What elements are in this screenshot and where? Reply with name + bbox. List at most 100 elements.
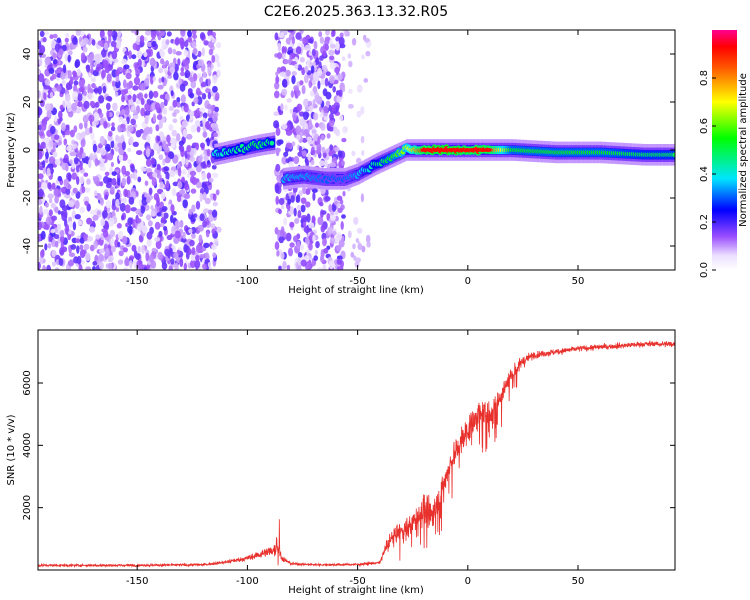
spectrogram-noise-cell [165, 171, 170, 181]
spectrogram-noise-cell [40, 99, 45, 107]
spectrogram-noise-cell [130, 164, 135, 173]
spectrogram-noise-cell [121, 165, 127, 175]
spectrogram-noise-cell [122, 247, 128, 253]
spectrogram-noise-cell [348, 103, 354, 109]
spectrogram-noise-cell [149, 57, 156, 67]
spectrogram-noise-cell [322, 263, 327, 270]
spectrogram-noise-cell [89, 152, 94, 161]
spectrogram-noise-cell [59, 229, 65, 237]
spectrogram-noise-cell [302, 137, 308, 143]
spectrogram-noise-cell [170, 90, 174, 97]
spectrogram-noise-cell [152, 90, 159, 98]
spectrogram-noise-cell [278, 139, 284, 145]
spectrogram-noise-cell [161, 206, 168, 212]
spectrogram-noise-cell [137, 264, 144, 270]
spectrogram-noise-cell [300, 259, 307, 267]
spectrogram-noise-cell [132, 85, 139, 91]
colorbar-tick-label: 0.8 [699, 70, 710, 86]
spectrogram-noise-cell [144, 117, 149, 125]
spectrogram-noise-cell [126, 82, 132, 90]
spectrogram-noise-cell [355, 238, 360, 243]
spectrogram-ytick-label: 0 [22, 147, 33, 153]
spectrogram-noise-cell [328, 204, 333, 212]
spectrogram-noise-cell [275, 195, 280, 205]
spectrogram-noise-cell [159, 222, 165, 228]
spectrogram-noise-cell [81, 186, 86, 194]
spectrogram-noise-cell [281, 88, 288, 96]
spectrogram-noise-cell [71, 172, 77, 180]
spectrogram-noise-cell [57, 210, 62, 215]
spectrogram-noise-cell [40, 249, 45, 258]
spectrogram-noise-cell [313, 40, 318, 50]
spectrogram-noise-cell [87, 236, 94, 242]
spectrogram-noise-cell [301, 150, 307, 157]
spectrogram-ytick-label: -20 [22, 190, 33, 206]
spectrogram-noise-cell [68, 200, 75, 208]
snr-xtick-label: 50 [572, 576, 585, 587]
colorbar-tick-label: 0.4 [699, 166, 710, 182]
spectrogram-noise-cell [145, 158, 152, 167]
spectrogram-noise-cell [144, 77, 150, 87]
spectrogram-noise-cell [72, 143, 78, 150]
spectrogram-noise-cell [161, 38, 166, 48]
spectrogram-noise-cell [171, 188, 177, 197]
spectrogram-noise-cell [318, 160, 326, 167]
spectrogram-noise-cell [77, 220, 83, 226]
spectrogram-noise-cell [322, 238, 327, 247]
spectrogram-noise-cell [150, 260, 157, 269]
spectrogram-noise-cell [75, 134, 80, 140]
spectrogram-noise-cell [127, 94, 132, 100]
spectrogram-noise-cell [121, 153, 128, 161]
spectrogram-noise-cell [294, 63, 299, 70]
spectrogram-noise-cell [42, 166, 47, 175]
spectrogram-noise-cell [100, 218, 106, 227]
spectrogram-noise-cell [99, 112, 104, 119]
spectrogram-noise-cell [42, 160, 46, 169]
spectrogram-noise-cell [156, 114, 163, 121]
spectrogram-noise-cell [299, 119, 304, 126]
spectrogram-noise-cell [326, 133, 331, 139]
spectrogram-noise-cell [203, 40, 209, 46]
spectrogram-noise-cell [40, 122, 47, 131]
spectrogram-noise-cell [168, 124, 174, 131]
spectrogram-noise-cell [280, 204, 285, 210]
spectrogram-noise-cell [212, 252, 217, 258]
spectrogram-noise-cell [341, 214, 346, 219]
spectrogram-noise-cell [216, 61, 221, 68]
colorbar-label: Normalized spectral amplitude [738, 73, 749, 227]
spectrogram-noise-cell [294, 218, 300, 224]
spectrogram-noise-cell [95, 101, 100, 108]
spectrogram-noise-cell [288, 161, 295, 169]
spectrogram-noise-cell [165, 60, 170, 67]
spectrogram-noise-cell [155, 124, 160, 132]
spectrogram-noise-cell [38, 160, 41, 169]
spectrogram-noise-cell [355, 257, 361, 263]
spectrogram-noise-cell [98, 95, 105, 104]
spectrogram-noise-cell [84, 127, 91, 136]
spectrogram-noise-cell [98, 248, 105, 254]
spectrogram-noise-cell [152, 76, 156, 82]
spectrogram-noise-cell [38, 107, 43, 116]
spectrogram-noise-cell [184, 183, 190, 191]
spectrogram-noise-cell [338, 36, 345, 46]
spectrogram-noise-cell [76, 68, 81, 77]
spectrogram-noise-cell [63, 138, 68, 146]
spectrogram-noise-cell [291, 36, 295, 45]
spectrogram-noise-cell [71, 162, 75, 170]
spectrogram-noise-cell [115, 40, 122, 49]
spectrogram-noise-cell [99, 162, 105, 168]
spectrogram-noise-cell [51, 250, 57, 258]
spectrogram-noise-cell [59, 157, 63, 167]
spectrogram-noise-cell [319, 201, 324, 207]
spectrogram-noise-cell [319, 112, 324, 118]
spectrogram-noise-cell [169, 170, 176, 178]
spectrogram-noise-cell [87, 92, 93, 100]
spectrogram-noise-cell [140, 97, 145, 106]
spectrogram-noise-cell [304, 74, 309, 84]
snr-x-axis-label: Height of straight line (km) [288, 585, 424, 596]
spectrogram-noise-cell [182, 59, 190, 67]
spectrogram-noise-cell [68, 50, 73, 56]
spectrogram-noise-cell [44, 79, 51, 86]
spectrogram-noise-cell [167, 74, 173, 79]
spectrogram-noise-cell [189, 92, 195, 99]
